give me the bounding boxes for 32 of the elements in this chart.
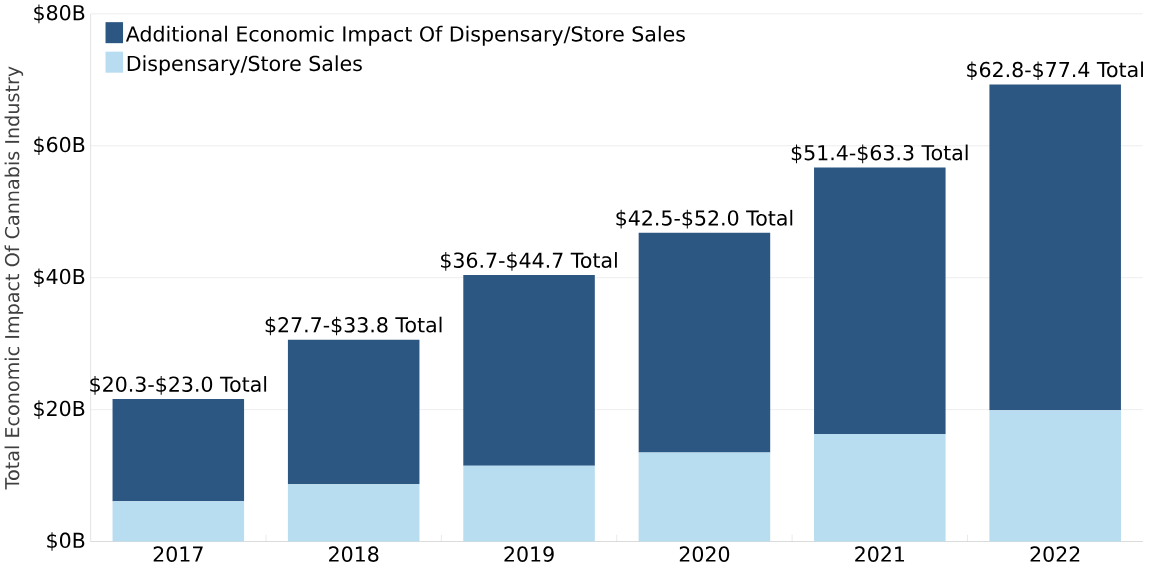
y-tick-label: $40B bbox=[34, 268, 85, 287]
y-tick-label: $60B bbox=[34, 136, 85, 155]
x-tick-label: 2020 bbox=[679, 546, 730, 562]
bar bbox=[112, 501, 245, 542]
total-label: $20.3-$23.0 Total bbox=[90, 375, 267, 395]
total-label: $42.5-$52.0 Total bbox=[616, 209, 793, 229]
bar bbox=[463, 274, 595, 466]
y-tick-label: $20B bbox=[34, 400, 85, 419]
bar bbox=[287, 483, 420, 542]
x-tick-label: 2019 bbox=[504, 546, 554, 562]
total-label: $27.7-$33.8 Total bbox=[265, 316, 442, 336]
total-label: $36.7-$44.7 Total bbox=[441, 251, 617, 271]
legend-label: Additional Economic Impact Of Dispensary/Store Sales bbox=[125, 25, 685, 46]
y-tick-label: $80B bbox=[34, 4, 85, 23]
bar bbox=[989, 84, 1121, 411]
total-label: $51.4-$63.3 Total bbox=[791, 144, 968, 163]
legend-label: Dispensary/Store Sales bbox=[127, 55, 362, 75]
y-tick-label: $0B bbox=[47, 532, 85, 551]
x-tick-label: 2017 bbox=[153, 546, 203, 562]
bar bbox=[989, 410, 1121, 542]
total-label: $62.8-$77.4 Total bbox=[967, 61, 1143, 80]
bar bbox=[638, 452, 771, 542]
bar bbox=[463, 465, 595, 542]
bar bbox=[814, 167, 946, 434]
bar bbox=[287, 339, 420, 484]
x-tick-label: 2022 bbox=[1030, 546, 1080, 562]
bar bbox=[814, 433, 946, 542]
x-tick-label: 2021 bbox=[855, 546, 905, 562]
y-axis-title: Total Economic Impact Of Cannabis Industry bbox=[4, 66, 24, 490]
bar bbox=[112, 398, 245, 502]
bar bbox=[638, 232, 771, 453]
x-tick-label: 2018 bbox=[329, 546, 379, 562]
